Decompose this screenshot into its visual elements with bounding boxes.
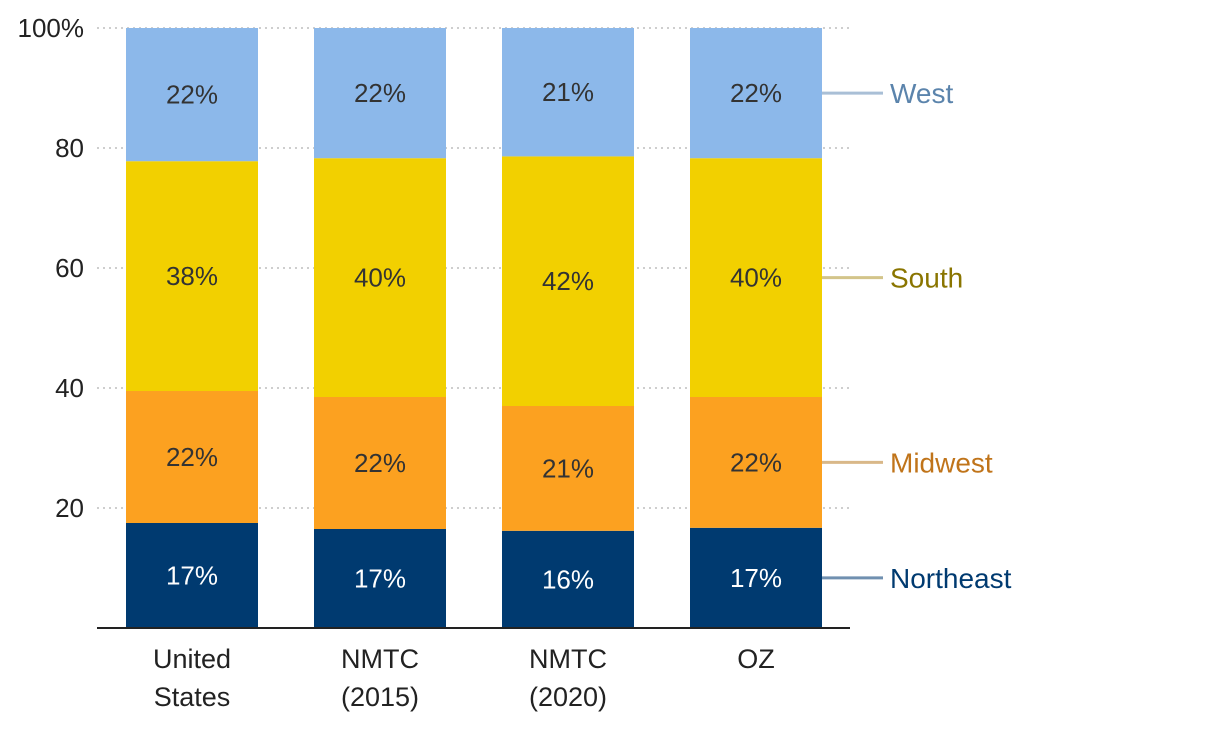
bar-segment [314,397,446,529]
bar-segment [126,523,258,628]
x-category-label: (2015) [341,682,419,712]
bar-segment [690,158,822,397]
data-label: 22% [166,80,218,110]
bar-segment [502,156,634,406]
bar-segment [690,397,822,528]
data-label: 22% [354,78,406,108]
legend-label: Midwest [890,447,993,478]
bar-segment [314,28,446,159]
data-label: 17% [166,561,218,591]
legend: Northeast Midwest South West [822,78,1012,594]
data-label: 17% [354,564,406,594]
bar-segment [126,161,258,391]
data-label: 16% [542,564,594,594]
x-category-label: (2020) [529,682,607,712]
bar-segment [314,158,446,397]
data-label: 22% [354,448,406,478]
data-label: 40% [730,263,782,293]
bar-segment [126,28,258,162]
legend-label: West [890,78,953,109]
x-category-label: United [153,644,231,674]
y-tick-label: 40 [55,373,84,403]
data-label: 21% [542,77,594,107]
bars: 17% 22% 38% 22% 17% 22% 40% 22% 16% 21% 42% 21% 17% 2… [126,28,822,628]
legend-label: South [890,263,963,294]
bar-segment [502,28,634,157]
data-label: 22% [166,442,218,472]
y-tick-label: 20 [55,493,84,523]
x-category-label: States [154,682,231,712]
x-category-label: NMTC [341,644,419,674]
y-tick-label: 100% [18,13,85,43]
y-axis-ticks: 20 40 60 80 100% [18,13,85,523]
y-tick-label: 60 [55,253,84,283]
y-tick-label: 80 [55,133,84,163]
data-label: 42% [542,266,594,296]
bar-segment [126,391,258,523]
data-label: 22% [730,78,782,108]
data-label: 40% [354,263,406,293]
bar-segment [314,529,446,628]
data-label: 17% [730,563,782,593]
bar-segment [502,406,634,531]
x-axis-categories: United States NMTC (2015) NMTC (2020) OZ [153,644,775,712]
data-label: 22% [730,447,782,477]
bar-segment [502,530,634,628]
data-label: 38% [166,261,218,291]
data-label: 21% [542,453,594,483]
bar-segment [690,28,822,159]
bar-segment [690,527,822,628]
x-category-label: OZ [737,644,775,674]
x-category-label: NMTC [529,644,607,674]
legend-label: Northeast [890,563,1012,594]
